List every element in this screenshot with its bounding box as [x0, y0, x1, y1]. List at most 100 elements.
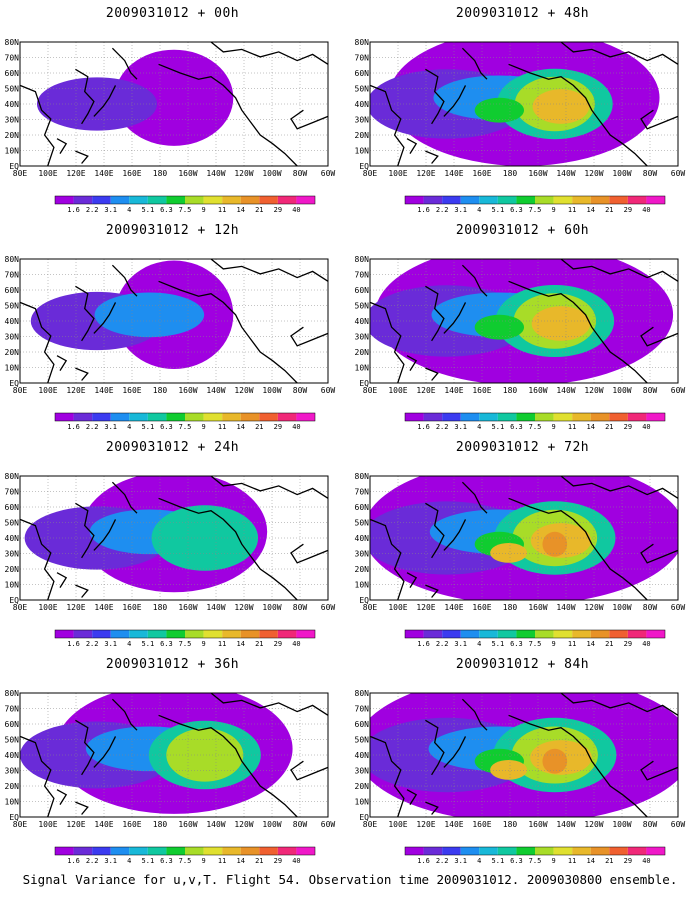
lon-label: 180 — [503, 603, 518, 612]
lat-label: 60N — [355, 503, 370, 512]
colorbar-swatch — [627, 413, 647, 421]
colorbar-swatch — [147, 196, 167, 204]
coastline — [111, 47, 138, 80]
lon-label: 60W — [321, 386, 336, 395]
colorbar-label: 40 — [642, 206, 650, 214]
colorbar-swatch — [646, 847, 665, 855]
lon-label: 140E — [94, 169, 113, 178]
colorbar-label: 2.2 — [436, 857, 449, 865]
lon-label: 160W — [178, 820, 197, 829]
colorbar-label: 1.6 — [417, 423, 430, 431]
map-panel: 2009031012 + 00h 80N 70N 60N 50N 40N 30N 20N 10N… — [0, 0, 345, 225]
lon-label: 60W — [321, 603, 336, 612]
variance-contour — [474, 97, 524, 123]
lat-label: EQ — [9, 596, 19, 605]
colorbar-label: 7.5 — [179, 423, 192, 431]
lon-label: 100W — [612, 169, 631, 178]
colorbar-swatch — [590, 630, 610, 638]
colorbar-swatch — [55, 847, 74, 855]
colorbar-swatch — [405, 413, 424, 421]
colorbar-label: 6.3 — [510, 206, 523, 214]
lon-label: 100W — [262, 603, 281, 612]
colorbar-swatch — [553, 847, 573, 855]
colorbar-swatch — [240, 196, 260, 204]
lon-label: 100E — [388, 169, 407, 178]
coastline — [640, 543, 679, 564]
colorbar-swatch — [423, 630, 443, 638]
coastline — [425, 502, 445, 559]
coastline — [369, 735, 405, 818]
coastline — [56, 789, 68, 805]
coastline — [210, 258, 329, 282]
panel-title: 2009031012 + 84h — [455, 657, 590, 672]
lon-label: 160E — [122, 603, 141, 612]
lon-label: 160E — [122, 820, 141, 829]
lon-label: 100W — [612, 603, 631, 612]
lat-label: 70N — [355, 705, 370, 714]
colorbar-label: 4 — [477, 423, 481, 431]
colorbar-swatch — [222, 847, 241, 855]
lon-label: 140E — [444, 603, 463, 612]
colorbar-swatch — [609, 413, 628, 421]
colorbar-swatch — [73, 413, 93, 421]
colorbar-label: 1.6 — [417, 640, 430, 648]
colorbar-label: 1.6 — [417, 206, 430, 214]
colorbar-label: 3.1 — [104, 640, 117, 648]
lon-label: 80E — [13, 820, 28, 829]
lon-label: 100E — [38, 386, 57, 395]
colorbar-label: 6.3 — [160, 857, 173, 865]
map-panel: 2009031012 + 12h 80N 70N 60N 50N 40N 30N 20N 10N… — [0, 217, 345, 442]
colorbar-label: 9 — [551, 423, 555, 431]
coastline — [19, 735, 55, 818]
coastline — [508, 280, 648, 384]
colorbar-label: 7.5 — [529, 206, 542, 214]
colorbar-swatch — [405, 847, 424, 855]
lat-label: 40N — [5, 317, 20, 326]
variance-contour — [531, 306, 591, 341]
coastline — [369, 301, 405, 384]
lon-label: 120E — [66, 386, 85, 395]
colorbar-swatch — [516, 847, 535, 855]
colorbar-swatch — [535, 630, 554, 638]
colorbar-label: 14 — [586, 857, 594, 865]
lat-label: 80N — [5, 255, 20, 264]
lon-label: 120E — [416, 169, 435, 178]
lat-label: 20N — [5, 348, 20, 357]
lon-label: 100E — [388, 386, 407, 395]
colorbar-swatch — [627, 847, 647, 855]
colorbar-label: 14 — [236, 423, 244, 431]
lon-label: 180 — [503, 169, 518, 178]
lon-label: 60W — [321, 820, 336, 829]
panel-title: 2009031012 + 12h — [105, 223, 240, 238]
lon-label: 120E — [416, 820, 435, 829]
colorbar-label: 1.6 — [67, 640, 80, 648]
lat-label: 50N — [355, 85, 370, 94]
variance-contour — [490, 542, 528, 563]
lat-label: 80N — [5, 472, 20, 481]
lat-label: 60N — [5, 720, 20, 729]
variance-contour — [114, 49, 234, 146]
coastline — [56, 572, 68, 588]
colorbar-swatch — [166, 847, 185, 855]
coastline — [508, 714, 648, 818]
lon-label: 80E — [363, 603, 378, 612]
colorbar-label: 11 — [568, 640, 576, 648]
colorbar-swatch — [590, 196, 610, 204]
lon-label: 140E — [94, 603, 113, 612]
colorbar-swatch — [185, 413, 204, 421]
colorbar-swatch — [646, 196, 665, 204]
lat-label: 80N — [355, 38, 370, 47]
coastline — [560, 41, 679, 65]
colorbar-label: 4 — [127, 857, 131, 865]
colorbar-label: 6.3 — [160, 206, 173, 214]
colorbar-swatch — [129, 413, 148, 421]
colorbar-label: 9 — [201, 423, 205, 431]
colorbar-label: 1.6 — [67, 206, 80, 214]
colorbar-swatch — [497, 413, 517, 421]
map-frame — [19, 475, 329, 601]
lon-label: 120E — [66, 603, 85, 612]
variance-contour — [532, 89, 590, 124]
lat-label: 30N — [355, 767, 370, 776]
coastline — [443, 736, 467, 768]
lat-label: EQ — [359, 379, 369, 388]
